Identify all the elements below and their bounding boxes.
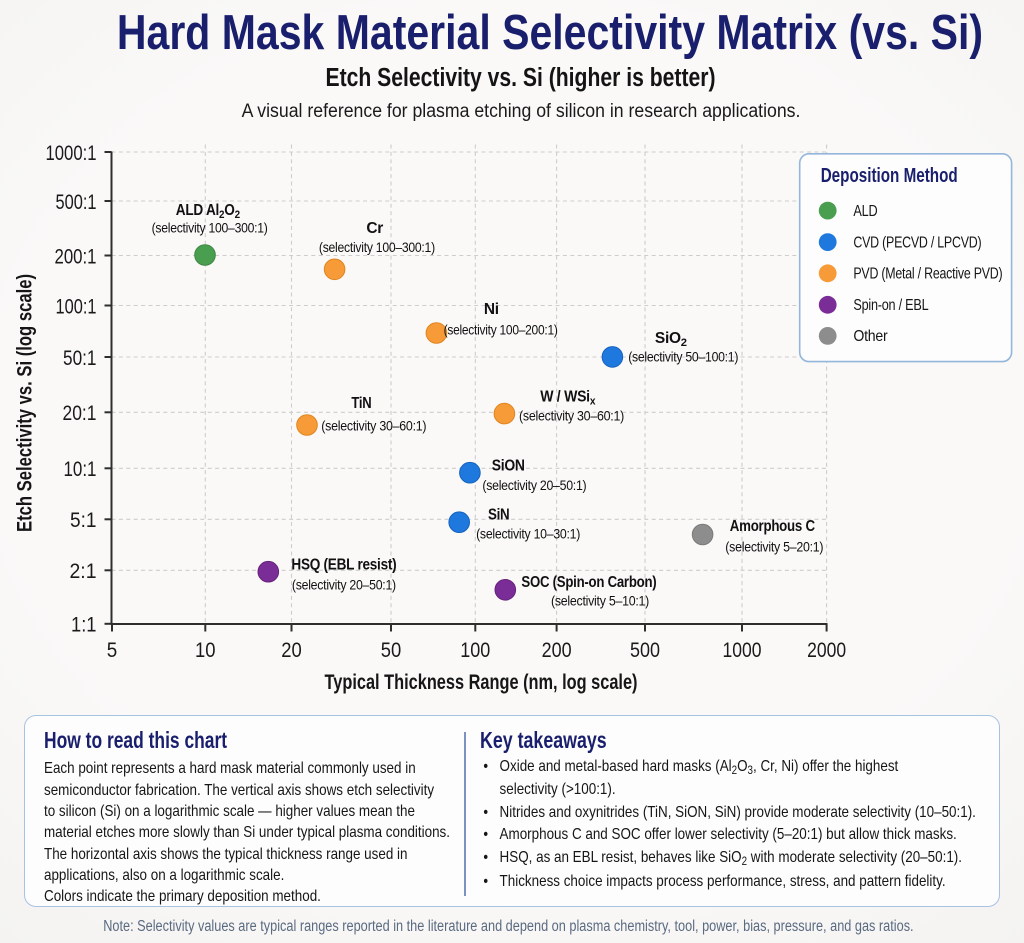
svg-text:Amorphous C: Amorphous C [730,518,815,535]
svg-text:ALD: ALD [853,203,877,220]
svg-text:1000:1: 1000:1 [46,141,97,165]
svg-text:200: 200 [542,638,572,662]
svg-text:5: 5 [107,638,118,662]
svg-text:(selectivity 20–50:1): (selectivity 20–50:1) [292,576,396,592]
svg-text:CVD (PECVD / LPCVD): CVD (PECVD / LPCVD) [853,234,981,251]
svg-text:SiON: SiON [492,457,525,474]
svg-text:(selectivity 100–300:1): (selectivity 100–300:1) [152,220,268,236]
svg-text:(selectivity 100–200:1): (selectivity 100–200:1) [444,321,558,337]
svg-text:Deposition Method: Deposition Method [821,165,958,187]
svg-text:500:1: 500:1 [56,190,97,214]
svg-text:ALD Al2O2: ALD Al2O2 [176,202,240,221]
svg-text:Cr: Cr [366,220,383,237]
svg-text:SiN: SiN [488,506,510,523]
svg-text:2:1: 2:1 [70,559,97,583]
svg-text:20: 20 [281,638,302,662]
svg-text:Other: Other [853,328,888,345]
svg-text:(selectivity 50–100:1): (selectivity 50–100:1) [628,349,738,365]
svg-text:2000: 2000 [807,638,846,662]
svg-text:TiN: TiN [351,395,371,412]
svg-text:10:1: 10:1 [64,457,97,481]
svg-text:50:1: 50:1 [63,346,97,370]
svg-text:500: 500 [630,638,660,662]
svg-text:(selectivity 100–300:1): (selectivity 100–300:1) [319,239,435,255]
svg-text:(selectivity 5–20:1): (selectivity 5–20:1) [725,538,823,554]
svg-text:SiO2: SiO2 [655,330,687,349]
svg-text:(selectivity 30–60:1): (selectivity 30–60:1) [519,408,624,424]
svg-text:50: 50 [381,638,402,662]
svg-text:100: 100 [460,638,490,662]
svg-text:(selectivity 20–50:1): (selectivity 20–50:1) [482,477,586,493]
svg-text:200:1: 200:1 [55,244,97,268]
svg-text:Etch Selectivity vs. Si (log s: Etch Selectivity vs. Si (log scale) [14,274,37,532]
svg-text:Ni: Ni [484,301,499,318]
svg-text:PVD (Metal / Reactive PVD): PVD (Metal / Reactive PVD) [853,266,1002,283]
svg-text:HSQ (EBL resist): HSQ (EBL resist) [291,557,396,574]
svg-text:Spin-on / EBL: Spin-on / EBL [853,297,928,314]
svg-text:100:1: 100:1 [56,294,97,318]
svg-text:(selectivity 5–10:1): (selectivity 5–10:1) [551,593,649,609]
svg-text:(selectivity 10–30:1): (selectivity 10–30:1) [476,525,580,541]
svg-text:(selectivity 30–60:1): (selectivity 30–60:1) [321,418,426,434]
svg-text:SOC (Spin-on Carbon): SOC (Spin-on Carbon) [521,574,656,591]
svg-text:1:1: 1:1 [71,613,97,637]
svg-text:10: 10 [195,638,216,662]
svg-text:1000: 1000 [723,638,762,662]
svg-text:20:1: 20:1 [63,401,97,425]
svg-text:5:1: 5:1 [70,508,97,532]
svg-text:Typical Thickness Range (nm, l: Typical Thickness Range (nm, log scale) [325,671,638,694]
svg-text:W / WSix: W / WSix [540,389,596,408]
